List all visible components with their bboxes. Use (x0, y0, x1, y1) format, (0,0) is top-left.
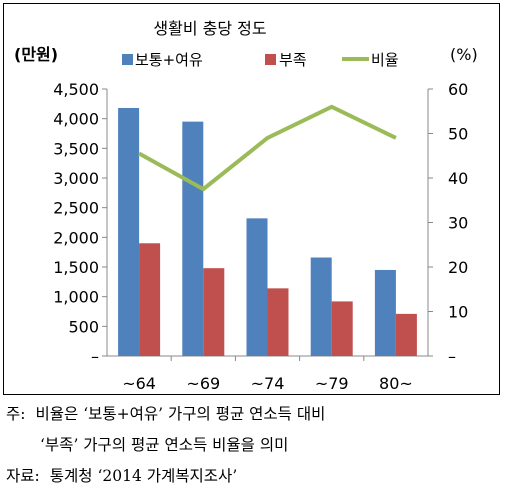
footnote-continued: ‘부족’ 가구의 평균 연소득 비율을 의미 (40, 433, 288, 455)
right-axis-unit: (%) (450, 45, 478, 64)
legend-swatch-series-2 (265, 54, 276, 65)
left-tick-label: 2,000 (53, 228, 99, 247)
legend-label-series-2: 부족 (279, 51, 307, 69)
legend-swatch-series-1 (122, 54, 133, 65)
left-tick-label: 4,500 (53, 80, 99, 99)
legend-label-series-1: 보통+여유 (135, 51, 203, 69)
x-tick-label: ~79 (315, 374, 349, 393)
right-tick-label: 30 (448, 214, 468, 233)
right-tick-label: 50 (448, 125, 468, 144)
combo-chart: 생활비 충당 정도 (만원) (%) 보통+여유 부족 비율 – 500 1,000 1,500 2… (14, 19, 478, 393)
x-tick-label: ~74 (251, 374, 285, 393)
bar-series-2 (139, 243, 161, 356)
bar-series-1 (310, 257, 332, 356)
x-tick-label: ~64 (122, 374, 156, 393)
left-tick-label: 4,000 (53, 110, 99, 129)
bar-series-1 (374, 269, 396, 356)
line-series-3 (138, 104, 397, 192)
bar-series-2 (267, 288, 289, 356)
left-tick-label: 3,000 (53, 169, 99, 188)
source-text: 통계청 ‘2014 가계복지조사’ (49, 467, 238, 485)
chart-frame: 생활비 충당 정도 (만원) (%) 보통+여유 부족 비율 – 500 1,000 1,500 2… (3, 3, 500, 395)
bar-series-1 (246, 218, 268, 356)
bar-series-2 (203, 268, 225, 356)
bar-series-2 (395, 313, 417, 356)
chart-title: 생활비 충당 정도 (153, 19, 266, 38)
left-tick-label: 1,000 (53, 288, 99, 307)
bar-series-1 (118, 107, 140, 356)
source-prefix: 자료: (6, 467, 40, 485)
footnote-text-2: ‘부족’ 가구의 평균 연소득 비율을 의미 (40, 436, 289, 454)
left-tick-label: 500 (68, 317, 99, 336)
bar-series-2 (331, 301, 353, 356)
footnote: 주: 비율은 ‘보통+여유’ 가구의 평균 연소득 대비 (6, 402, 325, 424)
left-tick-label: 3,500 (53, 139, 99, 158)
left-axis-unit: (만원) (14, 45, 58, 64)
legend-label-series-3: 비율 (371, 51, 399, 69)
footnote-text: 비율은 ‘보통+여유’ 가구의 평균 연소득 대비 (35, 405, 326, 423)
right-tick-label: 10 (448, 303, 468, 322)
right-tick-label: 60 (448, 80, 468, 99)
right-tick-label: 20 (448, 258, 468, 277)
left-tick-label: – (91, 347, 99, 366)
left-tick-label: 1,500 (53, 258, 99, 277)
right-tick-label: 40 (448, 169, 468, 188)
x-tick-label: 80~ (379, 374, 413, 393)
bar-series-1 (182, 121, 204, 356)
x-tick-label: ~69 (186, 374, 220, 393)
source-note: 자료: 통계청 ‘2014 가계복지조사’ (6, 464, 237, 486)
left-tick-label: 2,500 (53, 199, 99, 218)
footnote-prefix: 주: (6, 405, 26, 423)
right-tick-label: – (448, 347, 456, 366)
